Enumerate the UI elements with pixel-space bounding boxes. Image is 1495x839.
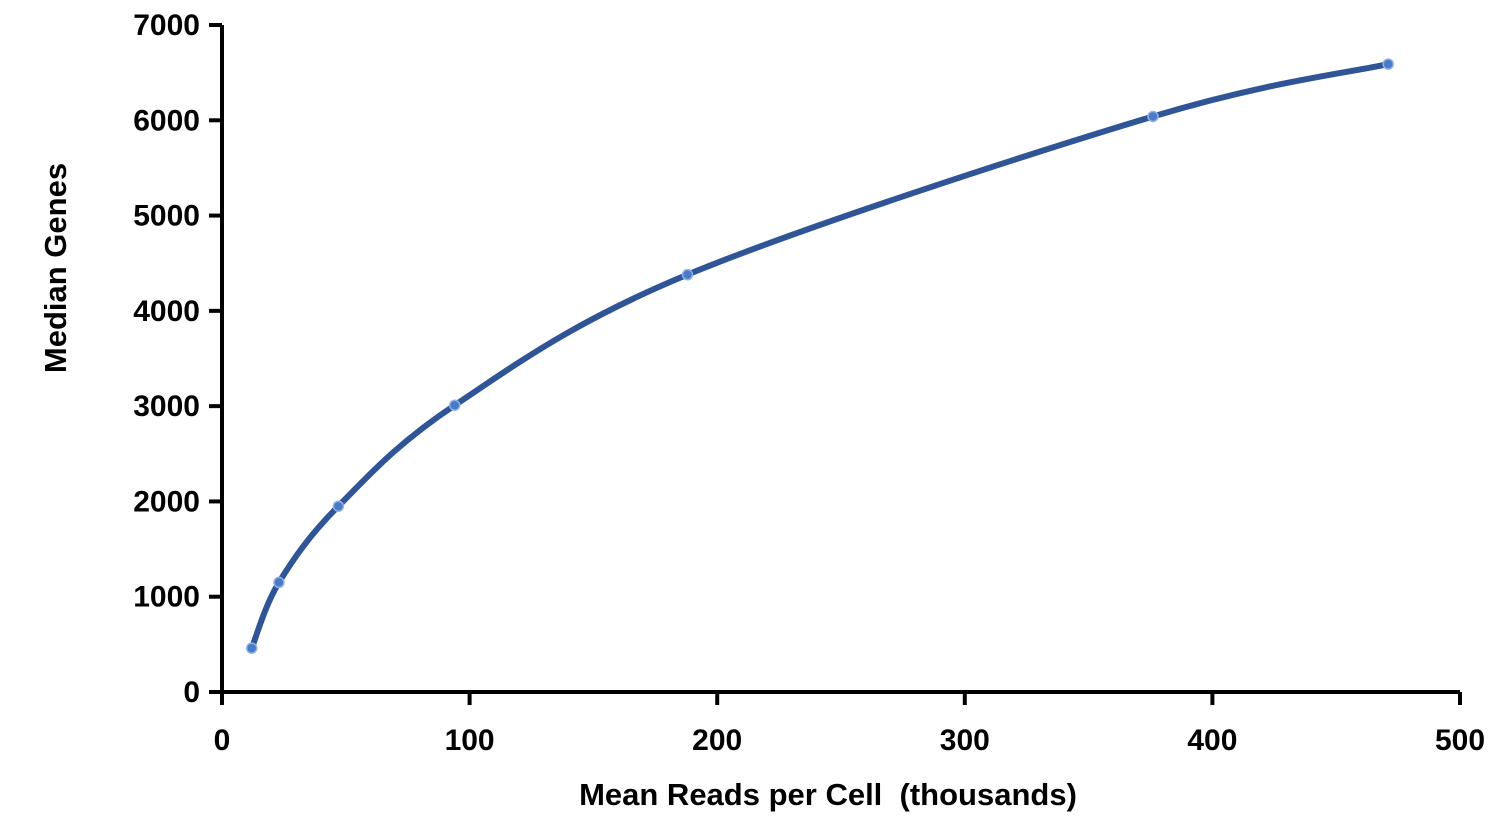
y-tick-label: 0 [183,676,200,709]
x-tick-label: 0 [214,724,231,757]
data-point [448,399,461,411]
y-tick-label: 2000 [133,485,200,518]
data-point [245,642,258,654]
y-axis-label: Median Genes [38,163,73,373]
data-point [1147,110,1159,123]
x-tick-label: 400 [1187,724,1237,757]
axes: 0 1000 2000 3000 4000 5000 6000 7000 0 100 200 300 4… [133,9,1485,757]
x-tick-label: 200 [692,724,742,757]
data-point [1382,58,1394,70]
series-layer [245,58,1394,654]
y-tick-label: 3000 [133,390,200,423]
series-line [248,61,1392,652]
y-tick-label: 5000 [133,200,200,233]
data-point [332,500,345,512]
x-tick-label: 300 [940,724,990,757]
x-tick-label: 500 [1435,724,1485,757]
data-point [273,576,285,589]
y-tick-label: 4000 [133,295,200,328]
y-tick-label: 6000 [133,104,200,137]
data-point [681,268,694,281]
x-axis-label: Mean Reads per Cell (thousands) [579,777,1077,812]
y-tick-label: 7000 [133,9,200,42]
y-tick-label: 1000 [133,581,200,614]
x-tick-label: 100 [445,724,495,757]
